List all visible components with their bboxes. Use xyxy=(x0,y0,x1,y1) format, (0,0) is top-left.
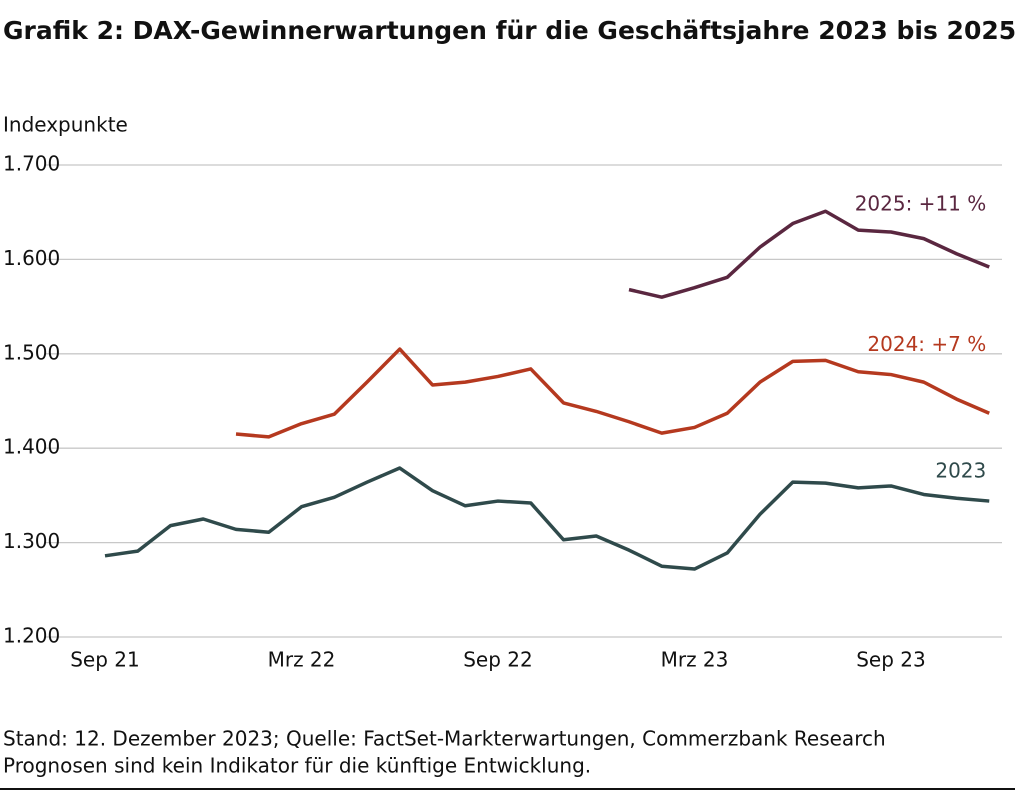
x-tick-label: Sep 23 xyxy=(856,648,926,672)
y-tick-label: 1.300 xyxy=(3,529,60,553)
data-line xyxy=(628,209,990,299)
y-axis-label: Indexpunkte xyxy=(3,113,128,137)
series-label: 2024: +7 % xyxy=(867,332,986,356)
series-label: 2025: +11 % xyxy=(855,191,987,215)
footnote: Stand: 12. Dezember 2023; Quelle: FactSe… xyxy=(3,727,886,751)
x-tick-label: Sep 22 xyxy=(463,648,533,672)
data-line xyxy=(235,347,990,439)
y-tick-label: 1.700 xyxy=(3,152,60,176)
y-tick-label: 1.400 xyxy=(3,435,60,459)
data-line xyxy=(104,466,990,571)
x-tick-label: Sep 21 xyxy=(70,648,140,672)
x-tick-label: Mrz 23 xyxy=(661,648,729,672)
y-tick-label: 1.500 xyxy=(3,340,60,364)
series-label: 2023 xyxy=(935,459,986,483)
chart-title: Grafik 2: DAX-Gewinnerwartungen für die … xyxy=(3,16,1015,45)
y-tick-label: 1.600 xyxy=(3,246,60,270)
footnote: Prognosen sind kein Indikator für die kü… xyxy=(3,754,591,778)
y-tick-label: 1.200 xyxy=(3,624,60,648)
x-tick-label: Mrz 22 xyxy=(268,648,336,672)
